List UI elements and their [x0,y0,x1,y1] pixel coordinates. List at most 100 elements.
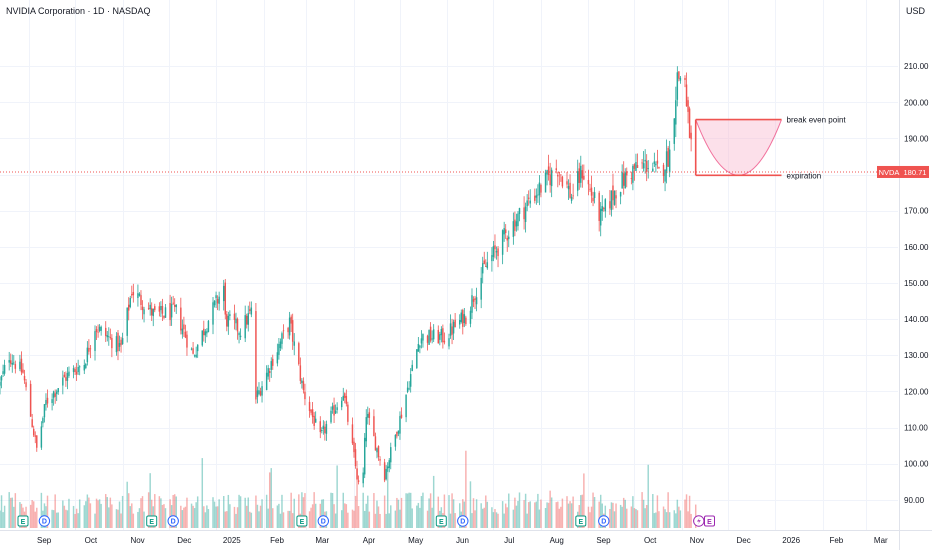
volume-bar [406,493,409,528]
volume-bar [665,512,668,528]
volume-bar [474,510,476,528]
time-tick-label: Dec [177,536,191,545]
volume-bar [193,508,196,528]
candle-body [190,348,193,350]
candle-body [557,174,559,177]
volume-bar [347,512,349,528]
currency-label[interactable]: USD [906,6,926,16]
volume-bar [34,511,36,528]
volume-bar [656,495,659,528]
volume-bar [644,508,646,528]
volume-bar [131,503,133,528]
candle-body [626,171,628,176]
candle-body [483,260,485,264]
earnings-marker[interactable] [435,515,447,527]
candle-body [662,164,665,177]
volume-bar [408,492,410,528]
candle-body [480,277,482,300]
dividend-marker[interactable] [317,515,329,527]
volume-bar [223,496,225,528]
candle-body [561,176,564,187]
candle-body [183,324,185,330]
candle-body [94,331,96,351]
volume-bar [218,499,220,528]
candle-body [598,192,600,221]
candle-body [411,364,413,371]
volume-bar [449,513,452,528]
candle-body [195,354,197,358]
volume-bar [662,506,665,528]
volume-bar [233,506,236,528]
dividend-marker[interactable] [457,515,469,527]
volume-bar [494,509,496,528]
volume-bar [619,504,622,528]
candle-body [351,424,354,444]
volume-bar [396,497,398,528]
candle-body [486,262,489,269]
volume-bar [426,510,429,528]
candle-body [396,432,398,437]
volume-bar [172,495,174,528]
volume-bar [642,499,645,528]
time-tick-label: Mar [874,536,888,545]
volume-bar [394,510,397,528]
candle-body [149,304,151,310]
volume-bar [429,493,432,528]
volume-bar [514,497,516,528]
earnings-marker-text: E [578,519,583,526]
volume-bar [448,495,450,528]
candle-body [449,323,452,336]
candle-body [344,393,346,398]
candle-body [400,414,403,418]
volume-bar [149,473,151,528]
candle-body [3,364,6,374]
candle-body [471,295,473,313]
candle-body [345,395,348,404]
candle-body [429,326,432,341]
candle-body [527,197,530,199]
candle-body [615,195,617,199]
candle-body [321,429,323,432]
volume-bar [491,507,493,528]
symbol-tag [877,165,901,178]
volume-bar [462,499,464,528]
candle-body [673,118,675,144]
candle-body [89,348,92,350]
candle-body [534,195,536,201]
volume-bar [150,499,153,528]
dividend-marker[interactable] [167,515,179,527]
candle-body [365,417,367,442]
volume-bar [192,505,194,528]
earnings-marker[interactable] [296,515,308,527]
volume-bar [527,502,530,528]
time-tick-label: Oct [644,536,657,545]
earnings-marker[interactable] [146,515,158,527]
dividend-marker[interactable] [598,515,610,527]
volume-bar [388,513,390,528]
candle-body [207,320,210,332]
candle-body [451,326,453,335]
volume-bar [351,509,354,528]
earnings-marker[interactable] [17,515,29,527]
volume-bar [161,504,164,528]
candle-body [152,308,154,317]
earnings-marker[interactable] [575,515,587,527]
volume-bar [85,501,87,528]
volume-bar [688,495,691,528]
candle-body [342,395,344,401]
candle-body [431,338,433,340]
volume-bar [244,497,246,528]
price-tick-label: 140.00 [904,315,929,324]
volume-bar [621,506,623,528]
candle-body [83,365,86,371]
candle-body [333,405,335,416]
candle-body [51,399,53,404]
candle-body [19,361,21,370]
candle-body [226,314,228,327]
dividend-marker[interactable] [38,515,51,527]
candle-body [379,459,381,461]
candle-body [291,320,294,342]
earnings-marker[interactable] [704,515,715,527]
